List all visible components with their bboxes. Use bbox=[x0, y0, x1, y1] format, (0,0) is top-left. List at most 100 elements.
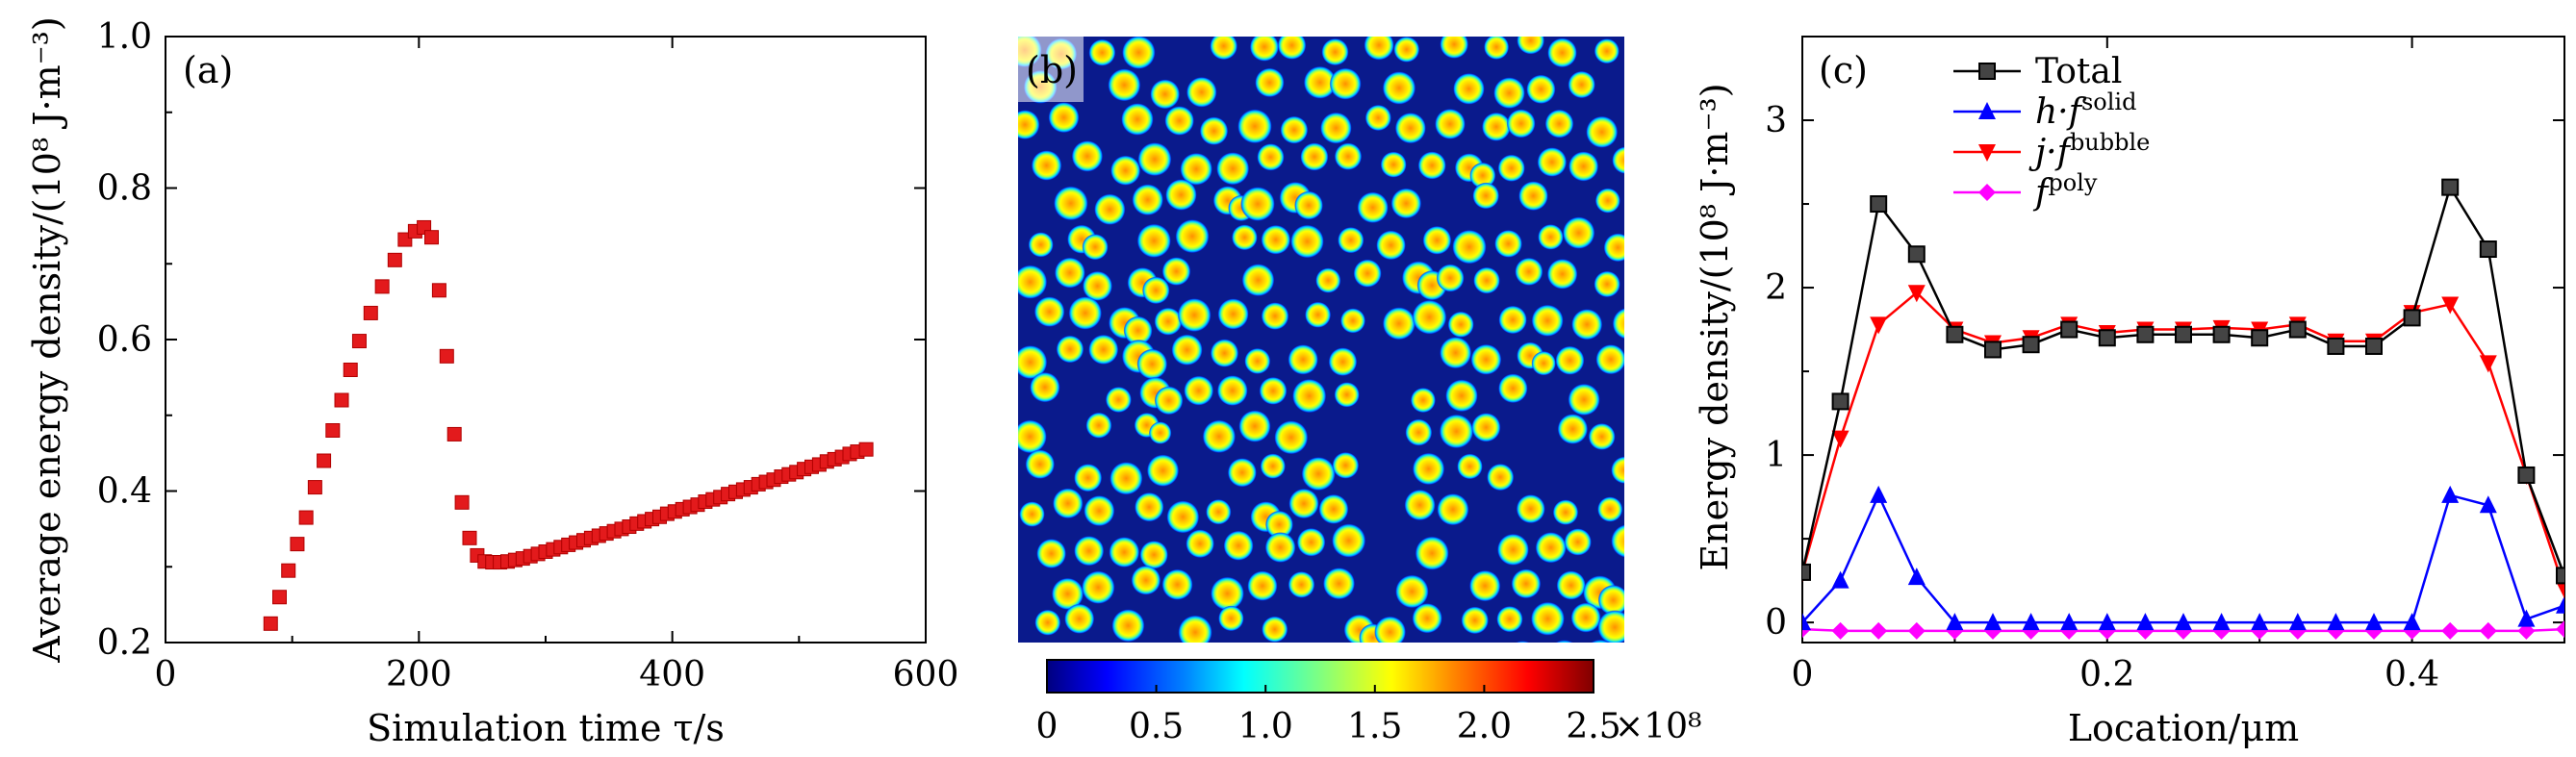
heatmap-blob bbox=[1247, 570, 1278, 601]
panel-c-series-point bbox=[2365, 613, 2383, 631]
panel-a-point bbox=[334, 392, 349, 408]
heatmap-blob bbox=[1019, 501, 1045, 527]
panel-c-series-point bbox=[1907, 568, 1926, 586]
panel-a-ytick-label: 0.6 bbox=[97, 320, 152, 360]
colorbar bbox=[1046, 659, 1594, 694]
heatmap-blob bbox=[1481, 112, 1511, 141]
heatmap-blob bbox=[1531, 304, 1564, 337]
heatmap-blob bbox=[1223, 530, 1254, 561]
panel-a-ticks: 0 200 400 600 0.2 0.4 0.6 0.8 1.0 bbox=[97, 17, 959, 694]
heatmap-blob bbox=[1653, 463, 1684, 493]
panel-a-point bbox=[281, 563, 296, 578]
panel-c-series-point bbox=[2556, 567, 2564, 585]
panel-c-series-point bbox=[2136, 613, 2155, 631]
heatmap-blob bbox=[1562, 216, 1595, 249]
heatmap-blob bbox=[1393, 37, 1420, 63]
panel-c-ytick-label: 1 bbox=[1765, 436, 1787, 475]
heatmap-blob bbox=[1440, 337, 1472, 369]
panel-c-ytick-label: 2 bbox=[1765, 268, 1787, 308]
heatmap-blob bbox=[1390, 188, 1422, 219]
heatmap-blob bbox=[1288, 570, 1315, 598]
heatmap-blob bbox=[1570, 602, 1601, 633]
heatmap-blob bbox=[1653, 75, 1683, 105]
heatmap-blob bbox=[1165, 179, 1197, 211]
panel-c-series-point bbox=[2098, 329, 2116, 347]
heatmap-blob bbox=[1412, 603, 1442, 634]
heatmap-blob bbox=[1301, 456, 1336, 492]
heatmap-blob bbox=[1109, 462, 1143, 495]
heatmap-blob bbox=[1353, 259, 1382, 288]
heatmap-blob bbox=[1568, 151, 1599, 182]
legend-marker bbox=[1978, 144, 1996, 162]
heatmap-blob bbox=[1630, 37, 1658, 64]
panel-a-xtick-label: 200 bbox=[386, 655, 452, 694]
heatmap-blob bbox=[1084, 494, 1115, 527]
heatmap-blob bbox=[1439, 414, 1474, 449]
panel-a-ylabel: Average energy density/(10⁸ J·m⁻³) bbox=[26, 16, 68, 664]
panel-c-series-point bbox=[1831, 570, 1849, 589]
heatmap-blob bbox=[1557, 414, 1589, 444]
panel-a-point bbox=[462, 530, 477, 545]
heatmap-blob bbox=[1338, 226, 1365, 254]
panel-c-series-point bbox=[1870, 621, 1888, 640]
heatmap-blob bbox=[1277, 37, 1307, 60]
panel-c-series-point bbox=[2136, 325, 2155, 343]
heatmap-blob bbox=[1511, 568, 1542, 599]
heatmap-blob bbox=[1082, 234, 1109, 261]
heatmap-blob bbox=[1544, 109, 1574, 139]
heatmap-blob bbox=[1028, 232, 1054, 258]
heatmap-blob bbox=[1469, 162, 1496, 189]
panel-a-point bbox=[363, 305, 378, 320]
heatmap-blob bbox=[1555, 345, 1585, 375]
heatmap-blob bbox=[1564, 528, 1592, 556]
heatmap-blob bbox=[1148, 421, 1172, 444]
heatmap-blob bbox=[1612, 308, 1624, 340]
heatmap-blob bbox=[1121, 37, 1156, 69]
heatmap-blob bbox=[1288, 488, 1319, 519]
legend-label-base: Total bbox=[2035, 52, 2122, 91]
heatmap-blob bbox=[1136, 223, 1171, 259]
colorbar-exponent: ×10⁸ bbox=[1615, 707, 1701, 746]
heatmap-blob bbox=[1440, 37, 1469, 59]
heatmap-blob bbox=[1018, 344, 1048, 380]
panel-c-series-point bbox=[1802, 563, 1811, 581]
heatmap-blob bbox=[1110, 155, 1141, 186]
heatmap-blob bbox=[1171, 334, 1203, 366]
legend-label: h·fsolid bbox=[2035, 88, 2136, 132]
panel-c-series-point bbox=[2212, 613, 2231, 631]
panel-c-series-point bbox=[2060, 320, 2079, 339]
panel-a-xlabel: Simulation time τ/s bbox=[367, 707, 725, 749]
panel-a-point bbox=[263, 616, 278, 631]
heatmap-blob bbox=[1094, 193, 1126, 225]
heatmap-blob bbox=[1056, 335, 1084, 364]
heatmap-blob bbox=[1651, 374, 1682, 405]
heatmap-blob bbox=[1180, 152, 1213, 186]
panel-a-point bbox=[290, 537, 305, 552]
heatmap-blob bbox=[1611, 456, 1624, 484]
panel-c-ylabel: Energy density/(10⁸ J·m⁻³) bbox=[1694, 83, 1736, 570]
panel-a-point bbox=[351, 334, 367, 349]
panel-b-label: (b) bbox=[1026, 49, 1078, 91]
heatmap-blob bbox=[1597, 496, 1623, 522]
heatmap-blob bbox=[1556, 570, 1586, 600]
panel-a-point bbox=[272, 590, 287, 605]
heatmap-blob bbox=[1085, 412, 1112, 439]
legend-label-base: j·f bbox=[2028, 133, 2076, 172]
heatmap-blob bbox=[1334, 142, 1363, 170]
panel-c-series-point bbox=[2022, 336, 2040, 354]
legend-marker bbox=[1978, 63, 1996, 80]
panel-c-xtick-label: 0.2 bbox=[2079, 655, 2134, 694]
heatmap-blob bbox=[1186, 529, 1215, 559]
heatmap-blob bbox=[1332, 451, 1360, 479]
panel-c-ytick-label: 3 bbox=[1765, 101, 1787, 140]
heatmap-blob bbox=[1515, 641, 1531, 643]
heatmap-blob bbox=[1447, 311, 1474, 338]
heatmap-blob bbox=[1611, 524, 1624, 558]
heatmap-blob bbox=[1216, 152, 1250, 186]
panel-c-series-point bbox=[1907, 245, 1926, 264]
panel-c-series bbox=[1802, 178, 2564, 640]
heatmap-blob bbox=[1445, 379, 1478, 413]
heatmap-blob bbox=[1631, 191, 1663, 223]
heatmap-blob bbox=[1667, 159, 1692, 184]
heatmap-blob bbox=[1415, 536, 1449, 570]
